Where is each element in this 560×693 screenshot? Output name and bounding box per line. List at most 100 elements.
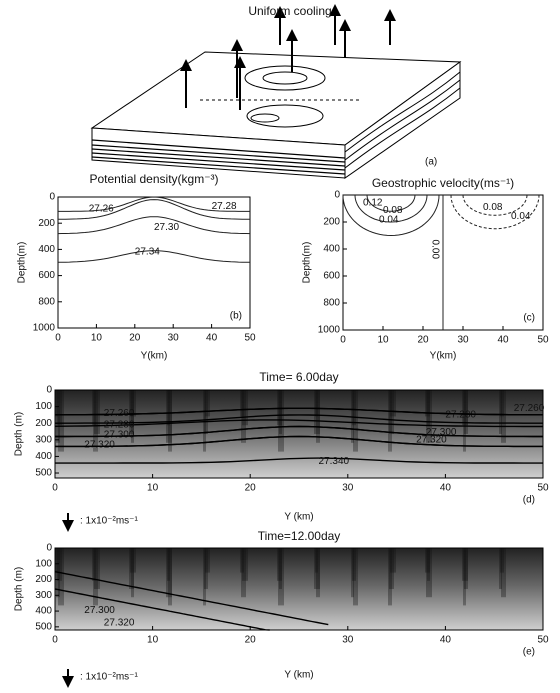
y-tick-label: 1000 [318,325,341,336]
shading-streak [388,548,392,606]
contour-label: 27.320 [416,434,447,445]
shading-streak [205,548,210,573]
y-axis-label: Depth(m) [302,242,313,284]
x-tick-label: 0 [52,635,58,646]
x-tick-label: 50 [537,635,549,646]
contour-line [55,457,543,464]
panel-label: (e) [523,647,535,658]
shading-streak [166,548,172,598]
shading [55,548,543,630]
shading-streak [501,390,506,443]
y-tick-label: 200 [38,218,55,229]
shading-streak [279,390,282,434]
shading-streak [94,390,100,434]
shading-streak [277,390,282,426]
shading-streak [464,390,468,434]
x-tick-label: 30 [342,483,354,494]
y-axis-label: Depth(m) [17,242,28,284]
x-axis-label: Y(km) [141,351,168,362]
y-tick-label: 200 [35,574,52,585]
y-axis-label: Depth (m) [14,567,25,611]
contour-line [54,588,270,631]
y-tick-label: 400 [38,244,55,255]
y-tick-label: 0 [334,190,340,201]
shading-streak [389,548,394,589]
chart-title: Time= 6.00day [259,370,338,384]
shading-streak [57,548,62,581]
x-axis-label: Y(km) [430,351,457,362]
x-tick-label: 0 [340,335,346,346]
shading-streak [462,390,468,426]
shading-streak [426,390,432,443]
shading-streak [205,390,210,417]
shading-streak [390,548,396,573]
x-tick-label: 40 [440,635,452,646]
shading-streak [242,390,248,426]
contour-label: 27.26 [89,203,114,214]
contour-line [55,425,543,438]
shading-streak [241,548,246,598]
shading-streak [203,548,206,606]
shading-streak [93,390,98,452]
contour-label: 27.300 [426,427,457,438]
x-tick-label: 30 [457,335,469,346]
shading-streak [240,390,244,417]
shading-streak [130,548,136,573]
shading-streak [168,390,172,452]
shading-streak [203,390,206,452]
panel-label: (c) [523,313,535,324]
shading-streak [316,548,320,598]
shading-streak [390,390,396,417]
shading-streak [131,390,134,443]
shading-streak [277,548,282,581]
y-tick-label: 300 [35,590,52,601]
x-tick-label: 10 [91,333,103,344]
contour-label: 0.12 [363,198,383,209]
contour-label: 27.320 [84,439,115,450]
shading-streak [499,548,502,589]
x-tick-label: 30 [342,635,354,646]
shading-streak [57,390,62,426]
shading-streak [92,390,96,426]
y-tick-label: 0 [46,543,52,554]
x-tick-label: 20 [245,635,257,646]
contour-line [55,407,543,416]
x-tick-label: 20 [245,483,257,494]
contour-label: 0.08 [383,205,403,216]
shading-streak [464,548,468,589]
x-tick-label: 20 [417,335,429,346]
chart-title: Potential density(kgm⁻³) [89,172,218,186]
contour-label: 0.04 [379,215,399,226]
x-tick-label: 10 [147,483,159,494]
y-axis-label: Depth (m) [14,412,25,456]
shading-streak [55,390,58,417]
contour-line [54,419,543,428]
contour-line [354,194,428,223]
shading-streak [315,390,318,417]
block-diagram [90,4,462,179]
x-tick-label: 10 [377,335,389,346]
vector-scale-label: : 1x10⁻²ms⁻¹ [80,516,138,527]
contour-line [58,196,250,212]
y-tick-label: 400 [35,606,52,617]
contour-label: 27.300 [84,605,115,616]
shading-streak [427,548,430,581]
shading-streak [167,548,170,581]
x-tick-label: 10 [147,635,159,646]
shading-streak [351,548,354,598]
shading-streak [166,390,172,443]
shading-streak [425,390,430,417]
shading-streak [500,390,504,417]
y-tick-label: 600 [38,270,55,281]
contour-line [366,194,416,212]
shading-streak [58,390,64,452]
shading-streak [388,390,392,452]
contour-line [58,199,250,220]
y-tick-label: 200 [323,217,340,228]
contour-line [462,194,528,216]
shading-streak [315,548,318,573]
vector-scale-label: : 1x10⁻²ms⁻¹ [80,672,138,683]
shading-streak [279,548,282,589]
contour-line [450,194,540,230]
panel-label: (a) [425,157,437,168]
